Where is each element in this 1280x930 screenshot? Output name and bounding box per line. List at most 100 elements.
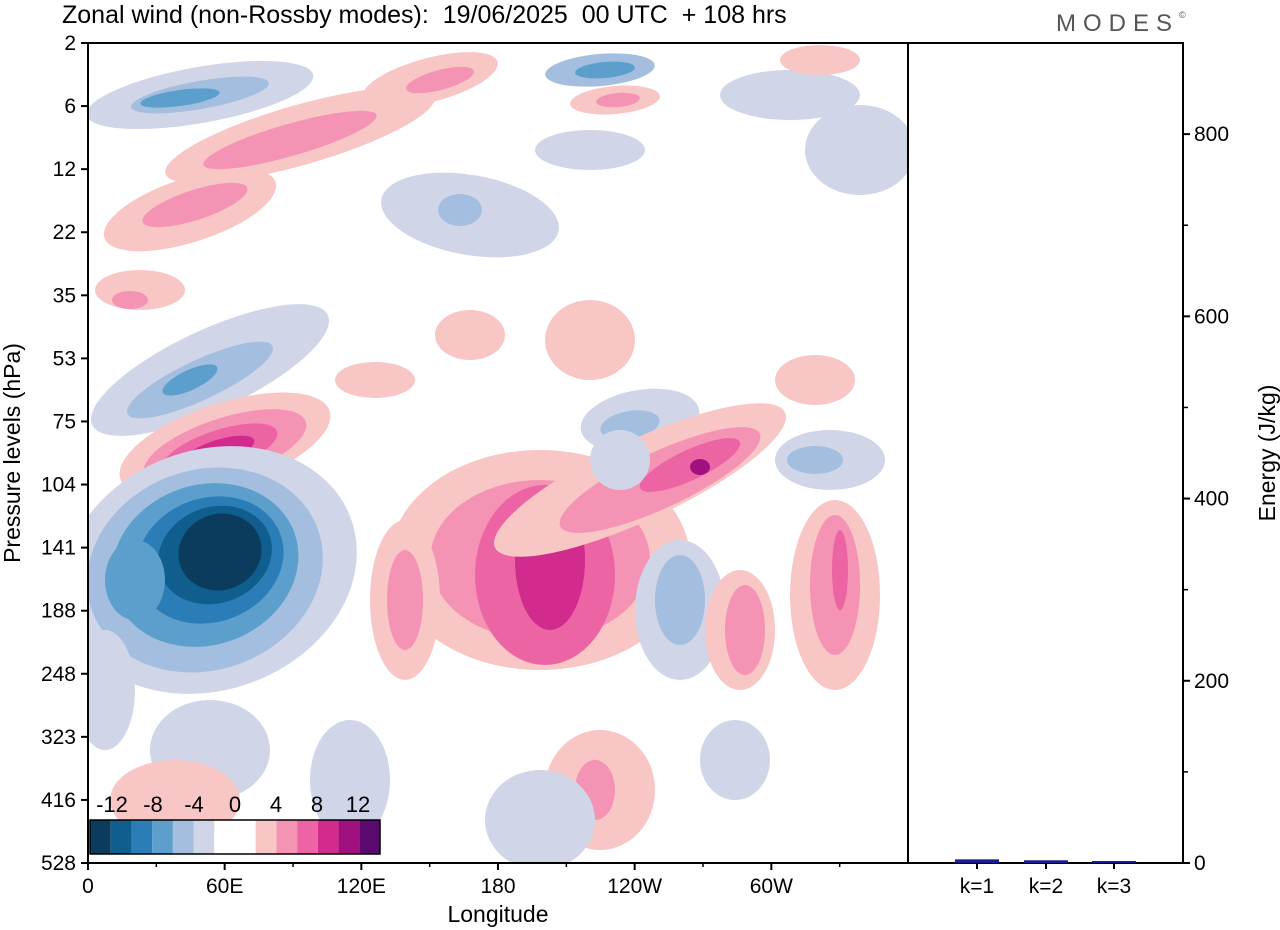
energy-tick: 600 xyxy=(1183,305,1229,328)
x-tick: 180 xyxy=(480,863,516,898)
energy-tick-label: 200 xyxy=(1194,670,1229,693)
colorbar-frame xyxy=(89,819,381,855)
y-tick: 22 xyxy=(53,221,88,244)
colorbar-swatch xyxy=(172,820,194,854)
heatmap-contour xyxy=(700,720,770,800)
y-tick: 416 xyxy=(41,789,88,812)
energy-axis: 0 200 400 600 800 xyxy=(1183,123,1229,875)
energy-tick: 200 xyxy=(1183,670,1229,693)
heatmap-contour xyxy=(485,770,595,863)
heatmap-contour xyxy=(690,459,710,475)
heatmap-contour xyxy=(438,194,482,226)
y-tick: 12 xyxy=(53,158,88,181)
y-tick: 2 xyxy=(64,32,88,55)
x-axis-label: Longitude xyxy=(447,901,548,927)
y-tick-label: 104 xyxy=(41,474,76,497)
colorbar-swatch xyxy=(297,820,318,854)
y-tick-label: 528 xyxy=(41,852,76,875)
y-tick-label: 248 xyxy=(41,663,76,686)
heatmap-contour xyxy=(88,630,135,750)
modes-logo: MODES© xyxy=(1056,10,1186,38)
y-tick-label: 416 xyxy=(41,789,76,812)
y-tick-label: 2 xyxy=(64,32,76,55)
bar-category-label: k=3 xyxy=(1097,875,1131,898)
y-axis-label: Pressure levels (hPa) xyxy=(0,343,25,563)
bar-category-label: k=1 xyxy=(960,875,994,898)
energy-tick-label: 400 xyxy=(1194,488,1229,511)
y-tick: 141 xyxy=(41,537,88,560)
colorbar-label: 12 xyxy=(346,792,370,817)
y-tick-label: 141 xyxy=(41,537,76,560)
colorbar-swatch xyxy=(110,820,132,854)
y-tick: 75 xyxy=(53,410,88,433)
heatmap-contour xyxy=(406,66,474,94)
y-tick: 528 xyxy=(41,852,88,875)
energy-tick: 400 xyxy=(1183,488,1229,511)
x-tick-label: 180 xyxy=(480,875,515,898)
energy-tick-label: 600 xyxy=(1194,305,1229,328)
heatmap-contour xyxy=(575,61,635,79)
y-tick: 104 xyxy=(41,474,88,497)
x-tick: 120E xyxy=(337,863,386,898)
heatmap-contour xyxy=(310,720,390,840)
energy-bar xyxy=(1024,860,1068,863)
heatmap-contour xyxy=(112,291,148,309)
y-tick: 323 xyxy=(41,726,88,749)
y-tick: 35 xyxy=(53,284,88,307)
x-tick: 60W xyxy=(750,863,793,898)
bar-frame xyxy=(907,42,1184,864)
energy-tick: 0 xyxy=(1183,852,1206,875)
heatmap-contour xyxy=(162,364,218,396)
bar-category: k=1 xyxy=(960,863,994,898)
x-tick-label: 0 xyxy=(82,875,94,898)
x-tick-label: 120E xyxy=(337,875,386,898)
colorbar: -12 -8 -4 0 4 8 12 xyxy=(89,792,381,855)
y-tick: 53 xyxy=(53,347,88,370)
y-tick-label: 22 xyxy=(53,221,76,244)
heatmap-contour xyxy=(639,438,741,492)
colorbar-label: 4 xyxy=(270,792,282,817)
colorbar-swatch xyxy=(235,820,256,854)
heatmap-contour xyxy=(335,362,415,398)
colorbar-swatch xyxy=(359,820,380,854)
heatmap-contour xyxy=(780,45,860,75)
colorbar-swatch xyxy=(90,820,111,854)
y-tick: 6 xyxy=(64,95,88,118)
colorbar-swatch xyxy=(317,820,339,854)
heatmap-contours xyxy=(88,45,908,863)
heatmap-contour xyxy=(387,550,423,650)
heatmap-contour xyxy=(535,130,645,170)
heatmap-field xyxy=(88,43,908,863)
heatmap-contour xyxy=(655,555,705,645)
energy-bar xyxy=(955,859,999,863)
colorbar-swatch xyxy=(131,820,153,854)
x-tick: 0 xyxy=(82,863,94,898)
x-tick: 60E xyxy=(206,863,243,898)
energy-bars: k=1 k=2 k=3 xyxy=(955,859,1136,898)
y-tick-label: 323 xyxy=(41,726,76,749)
heatmap-contour xyxy=(725,585,765,675)
logo-text: MODES xyxy=(1056,10,1180,37)
heatmap-contour xyxy=(178,513,262,591)
heatmap-contour xyxy=(596,92,640,108)
heatmap-contour xyxy=(140,88,220,108)
x-tick-label: 120W xyxy=(607,875,662,898)
energy-tick: 800 xyxy=(1183,123,1229,146)
y-tick-label: 6 xyxy=(64,95,76,118)
energy-axis-label: Energy (J/kg) xyxy=(1254,385,1280,522)
x-tick-label: 60E xyxy=(206,875,243,898)
y-tick-label: 35 xyxy=(53,284,76,307)
heatmap-contour xyxy=(775,355,855,405)
bar-category: k=2 xyxy=(1029,863,1063,898)
heatmap-contour xyxy=(545,300,635,380)
y-tick-label: 53 xyxy=(53,347,76,370)
heatmap-contour xyxy=(203,110,377,170)
colorbar-label: 8 xyxy=(311,792,323,817)
colorbar-swatch xyxy=(152,820,173,854)
heatmap-contour xyxy=(720,70,860,120)
y-tick-label: 75 xyxy=(53,410,76,433)
energy-tick-label: 0 xyxy=(1194,852,1206,875)
x-axis: 0 60E 120E 180 120W 60W xyxy=(82,863,841,898)
heatmap-contour xyxy=(832,530,848,610)
